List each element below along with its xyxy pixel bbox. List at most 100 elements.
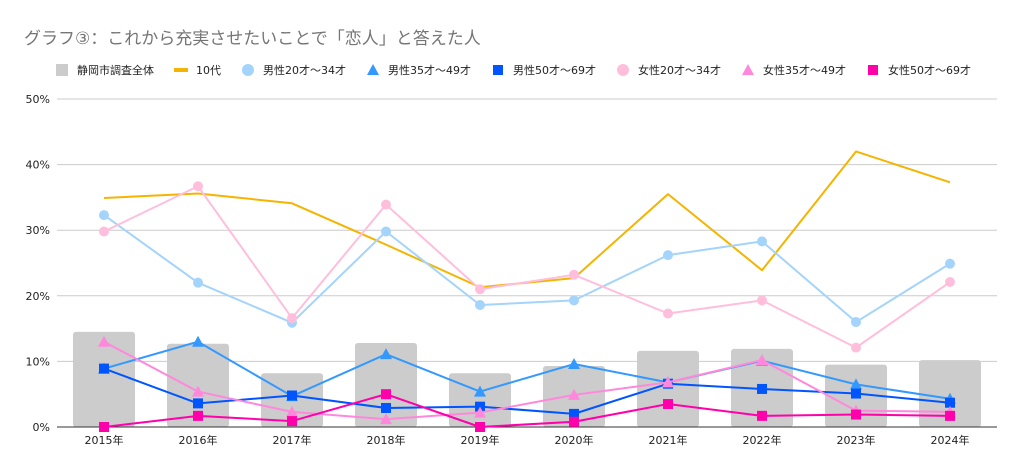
data-point — [380, 413, 392, 425]
data-point — [945, 410, 955, 421]
line-series — [98, 150, 956, 432]
data-point — [851, 317, 861, 328]
data-point — [757, 383, 767, 394]
x-tick-label: 2021年 — [649, 433, 688, 447]
data-point — [569, 269, 579, 280]
series-7 — [99, 389, 955, 432]
legend-item: 10代 — [174, 62, 221, 78]
legend-swatch-icon — [742, 64, 754, 75]
legend-label: 10代 — [196, 64, 221, 77]
data-point — [287, 416, 297, 427]
bar — [636, 350, 700, 427]
legend-item: 男性50才～69才 — [491, 62, 596, 78]
data-point — [99, 422, 109, 432]
data-point — [663, 308, 673, 319]
legend-label: 男性20才～34才 — [263, 64, 346, 77]
x-tick-label: 2024年 — [931, 433, 970, 447]
data-point — [945, 258, 955, 269]
legend-swatch-icon — [56, 64, 68, 76]
data-point — [568, 388, 580, 400]
x-tick-label: 2019年 — [461, 433, 500, 447]
series-5 — [99, 181, 955, 353]
data-point — [569, 416, 579, 427]
legend-label: 男性35才～49才 — [388, 64, 471, 77]
y-tick-label: 40% — [26, 159, 50, 172]
legend-label: 静岡市調査全体 — [77, 64, 154, 77]
data-point — [662, 376, 674, 388]
x-tick-label: 2018年 — [367, 433, 406, 447]
x-tick-label: 2020年 — [555, 433, 594, 447]
x-tick-label: 2023年 — [837, 433, 876, 447]
data-point — [569, 295, 579, 306]
x-tick-label: 2017年 — [273, 433, 312, 447]
series-line — [103, 367, 951, 415]
legend-swatch-icon — [367, 64, 379, 75]
data-point — [99, 226, 109, 237]
legend-label: 男性50才～69才 — [513, 64, 596, 77]
legend-label: 女性50才～69才 — [888, 64, 971, 77]
data-point — [381, 402, 391, 413]
x-axis-ticks: 2015年 2016年 2017年 2018年 2019年 2020年 2021年 2022年… — [85, 433, 970, 447]
legend-item: 女性20才～34才 — [616, 62, 721, 78]
data-point — [945, 397, 955, 408]
legend-item: 女性35才～49才 — [741, 62, 846, 78]
series-line — [103, 393, 951, 428]
data-point — [850, 378, 862, 390]
data-point — [568, 358, 580, 370]
data-point — [851, 388, 861, 399]
y-tick-label: 50% — [26, 93, 50, 106]
data-point — [756, 354, 768, 366]
legend-swatch-icon — [493, 65, 503, 75]
x-tick-label: 2015年 — [85, 433, 124, 447]
legend-item: 男性35才～49才 — [366, 62, 471, 78]
data-point — [193, 410, 203, 421]
series-line — [103, 340, 951, 400]
x-tick-label: 2016年 — [179, 433, 218, 447]
legend-item: 女性50才～69才 — [866, 62, 971, 78]
legend-swatch-icon — [868, 65, 878, 75]
data-point — [851, 409, 861, 420]
legend-swatch-icon — [242, 64, 254, 76]
legend-swatch-icon — [617, 64, 629, 76]
bar — [72, 331, 136, 427]
data-point — [757, 410, 767, 421]
data-point — [99, 210, 109, 221]
data-point — [757, 295, 767, 306]
data-point — [287, 313, 297, 324]
data-point — [381, 226, 391, 237]
series-6 — [98, 335, 956, 425]
legend-item: 男性20才～34才 — [241, 62, 346, 78]
legend-label: 女性35才～49才 — [763, 64, 846, 77]
y-axis-ticks: 0% 10% 20% 30% 40% 50% — [26, 93, 50, 434]
series-1 — [103, 150, 951, 289]
y-tick-label: 0% — [33, 421, 50, 434]
legend-swatch-icon — [174, 68, 188, 72]
data-point — [475, 422, 485, 432]
data-point — [663, 250, 673, 261]
data-point — [193, 181, 203, 192]
data-point — [99, 363, 109, 374]
data-point — [98, 335, 110, 347]
legend-item: 静岡市調査全体 — [55, 62, 154, 78]
data-point — [193, 277, 203, 288]
series-line — [103, 150, 951, 289]
y-tick-label: 10% — [26, 355, 50, 368]
data-point — [474, 385, 486, 397]
data-point — [663, 399, 673, 410]
data-point — [945, 277, 955, 288]
chart-legend: 静岡市調査全体 10代 男性20才～34才 男性35才～49才 男性50才～69才 女性2… — [55, 62, 991, 78]
data-point — [193, 398, 203, 409]
data-point — [381, 199, 391, 210]
data-point — [757, 236, 767, 247]
data-point — [286, 405, 298, 417]
data-point — [475, 284, 485, 295]
data-point — [192, 385, 204, 397]
series-line — [103, 214, 951, 324]
series-line — [103, 340, 951, 421]
y-tick-label: 30% — [26, 224, 50, 237]
data-point — [474, 406, 486, 418]
bar-series — [72, 331, 982, 427]
series-line — [103, 185, 951, 349]
data-point — [380, 348, 392, 360]
